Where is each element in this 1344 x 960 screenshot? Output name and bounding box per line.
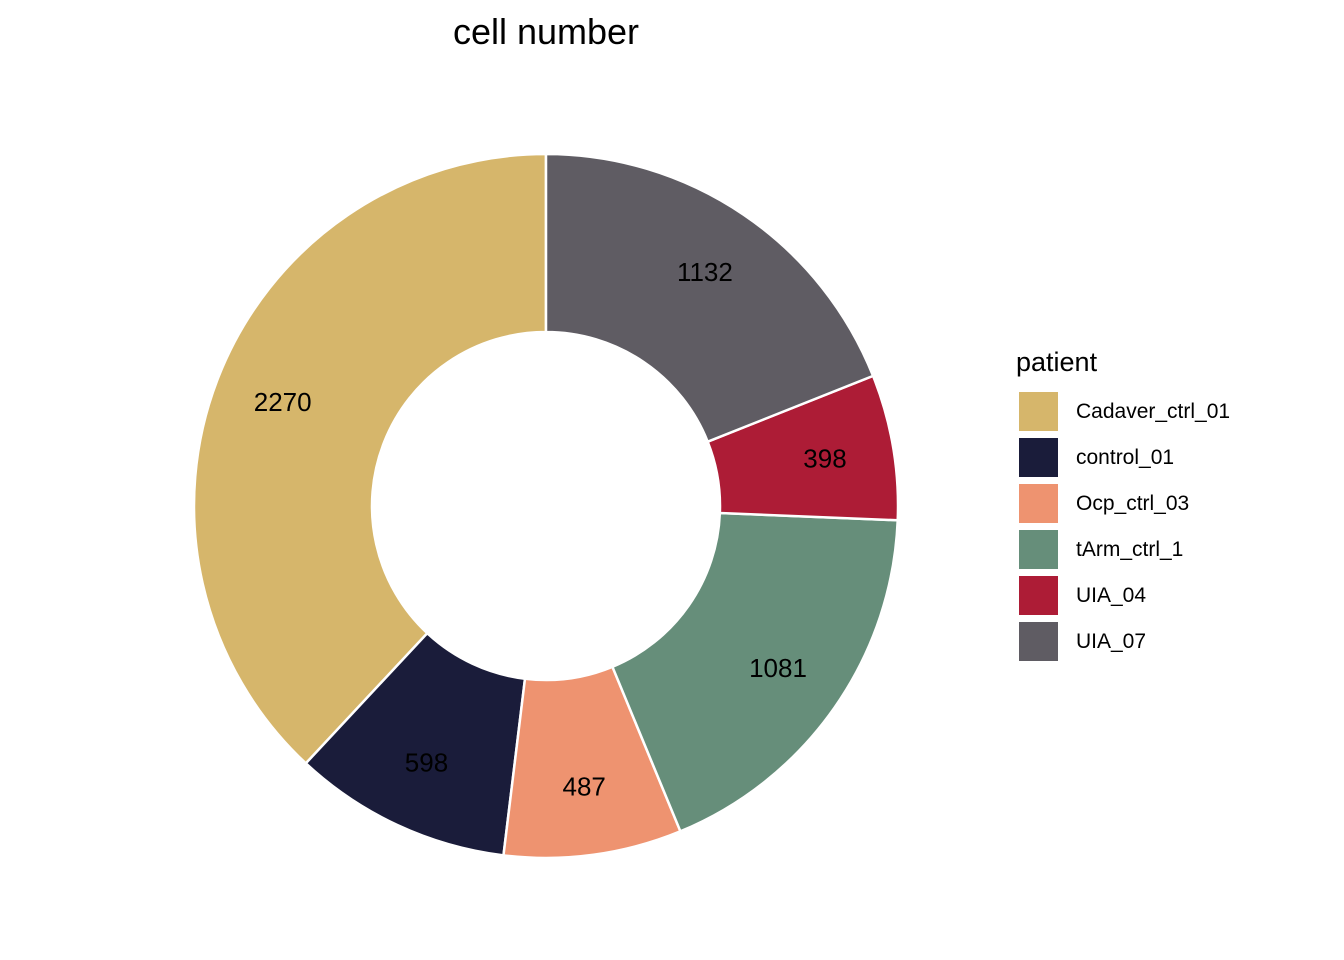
legend-title: patient (1016, 347, 1098, 377)
legend-key-uia-07 (1019, 622, 1058, 661)
legend-label: control_01 (1076, 446, 1174, 469)
legend-label: tArm_ctrl_1 (1076, 538, 1183, 561)
legend: Cadaver_ctrl_01 control_01 Ocp_ctrl_03 tArm… (1019, 392, 1230, 661)
legend-key-ocp-ctrl-03 (1019, 484, 1058, 523)
legend-label: UIA_04 (1076, 584, 1146, 607)
legend-label: UIA_07 (1076, 630, 1146, 653)
slice-label: 2270 (254, 387, 312, 417)
slice-control-01 (304, 631, 527, 857)
slice-cadaver-ctrl-01 (192, 152, 548, 765)
slice-uia-07 (544, 152, 875, 443)
legend-label: Cadaver_ctrl_01 (1076, 400, 1230, 423)
slice-tarm-ctrl-1 (611, 511, 899, 833)
slice-label: 1081 (749, 653, 807, 683)
slice-label: 598 (405, 748, 448, 778)
slice-labels-group: 2270 598 487 1081 398 1132 (254, 257, 847, 802)
legend-label: Ocp_ctrl_03 (1076, 492, 1189, 515)
slice-label: 487 (563, 771, 606, 801)
legend-key-uia-04 (1019, 576, 1058, 615)
slices-group (192, 152, 900, 860)
legend-key-tarm-ctrl-1 (1019, 530, 1058, 569)
legend-key-control-01 (1019, 438, 1058, 477)
chart-title: cell number (453, 11, 639, 52)
slice-label: 398 (803, 443, 846, 473)
legend-key-cadaver-ctrl-01 (1019, 392, 1058, 431)
slice-label: 1132 (677, 257, 733, 287)
